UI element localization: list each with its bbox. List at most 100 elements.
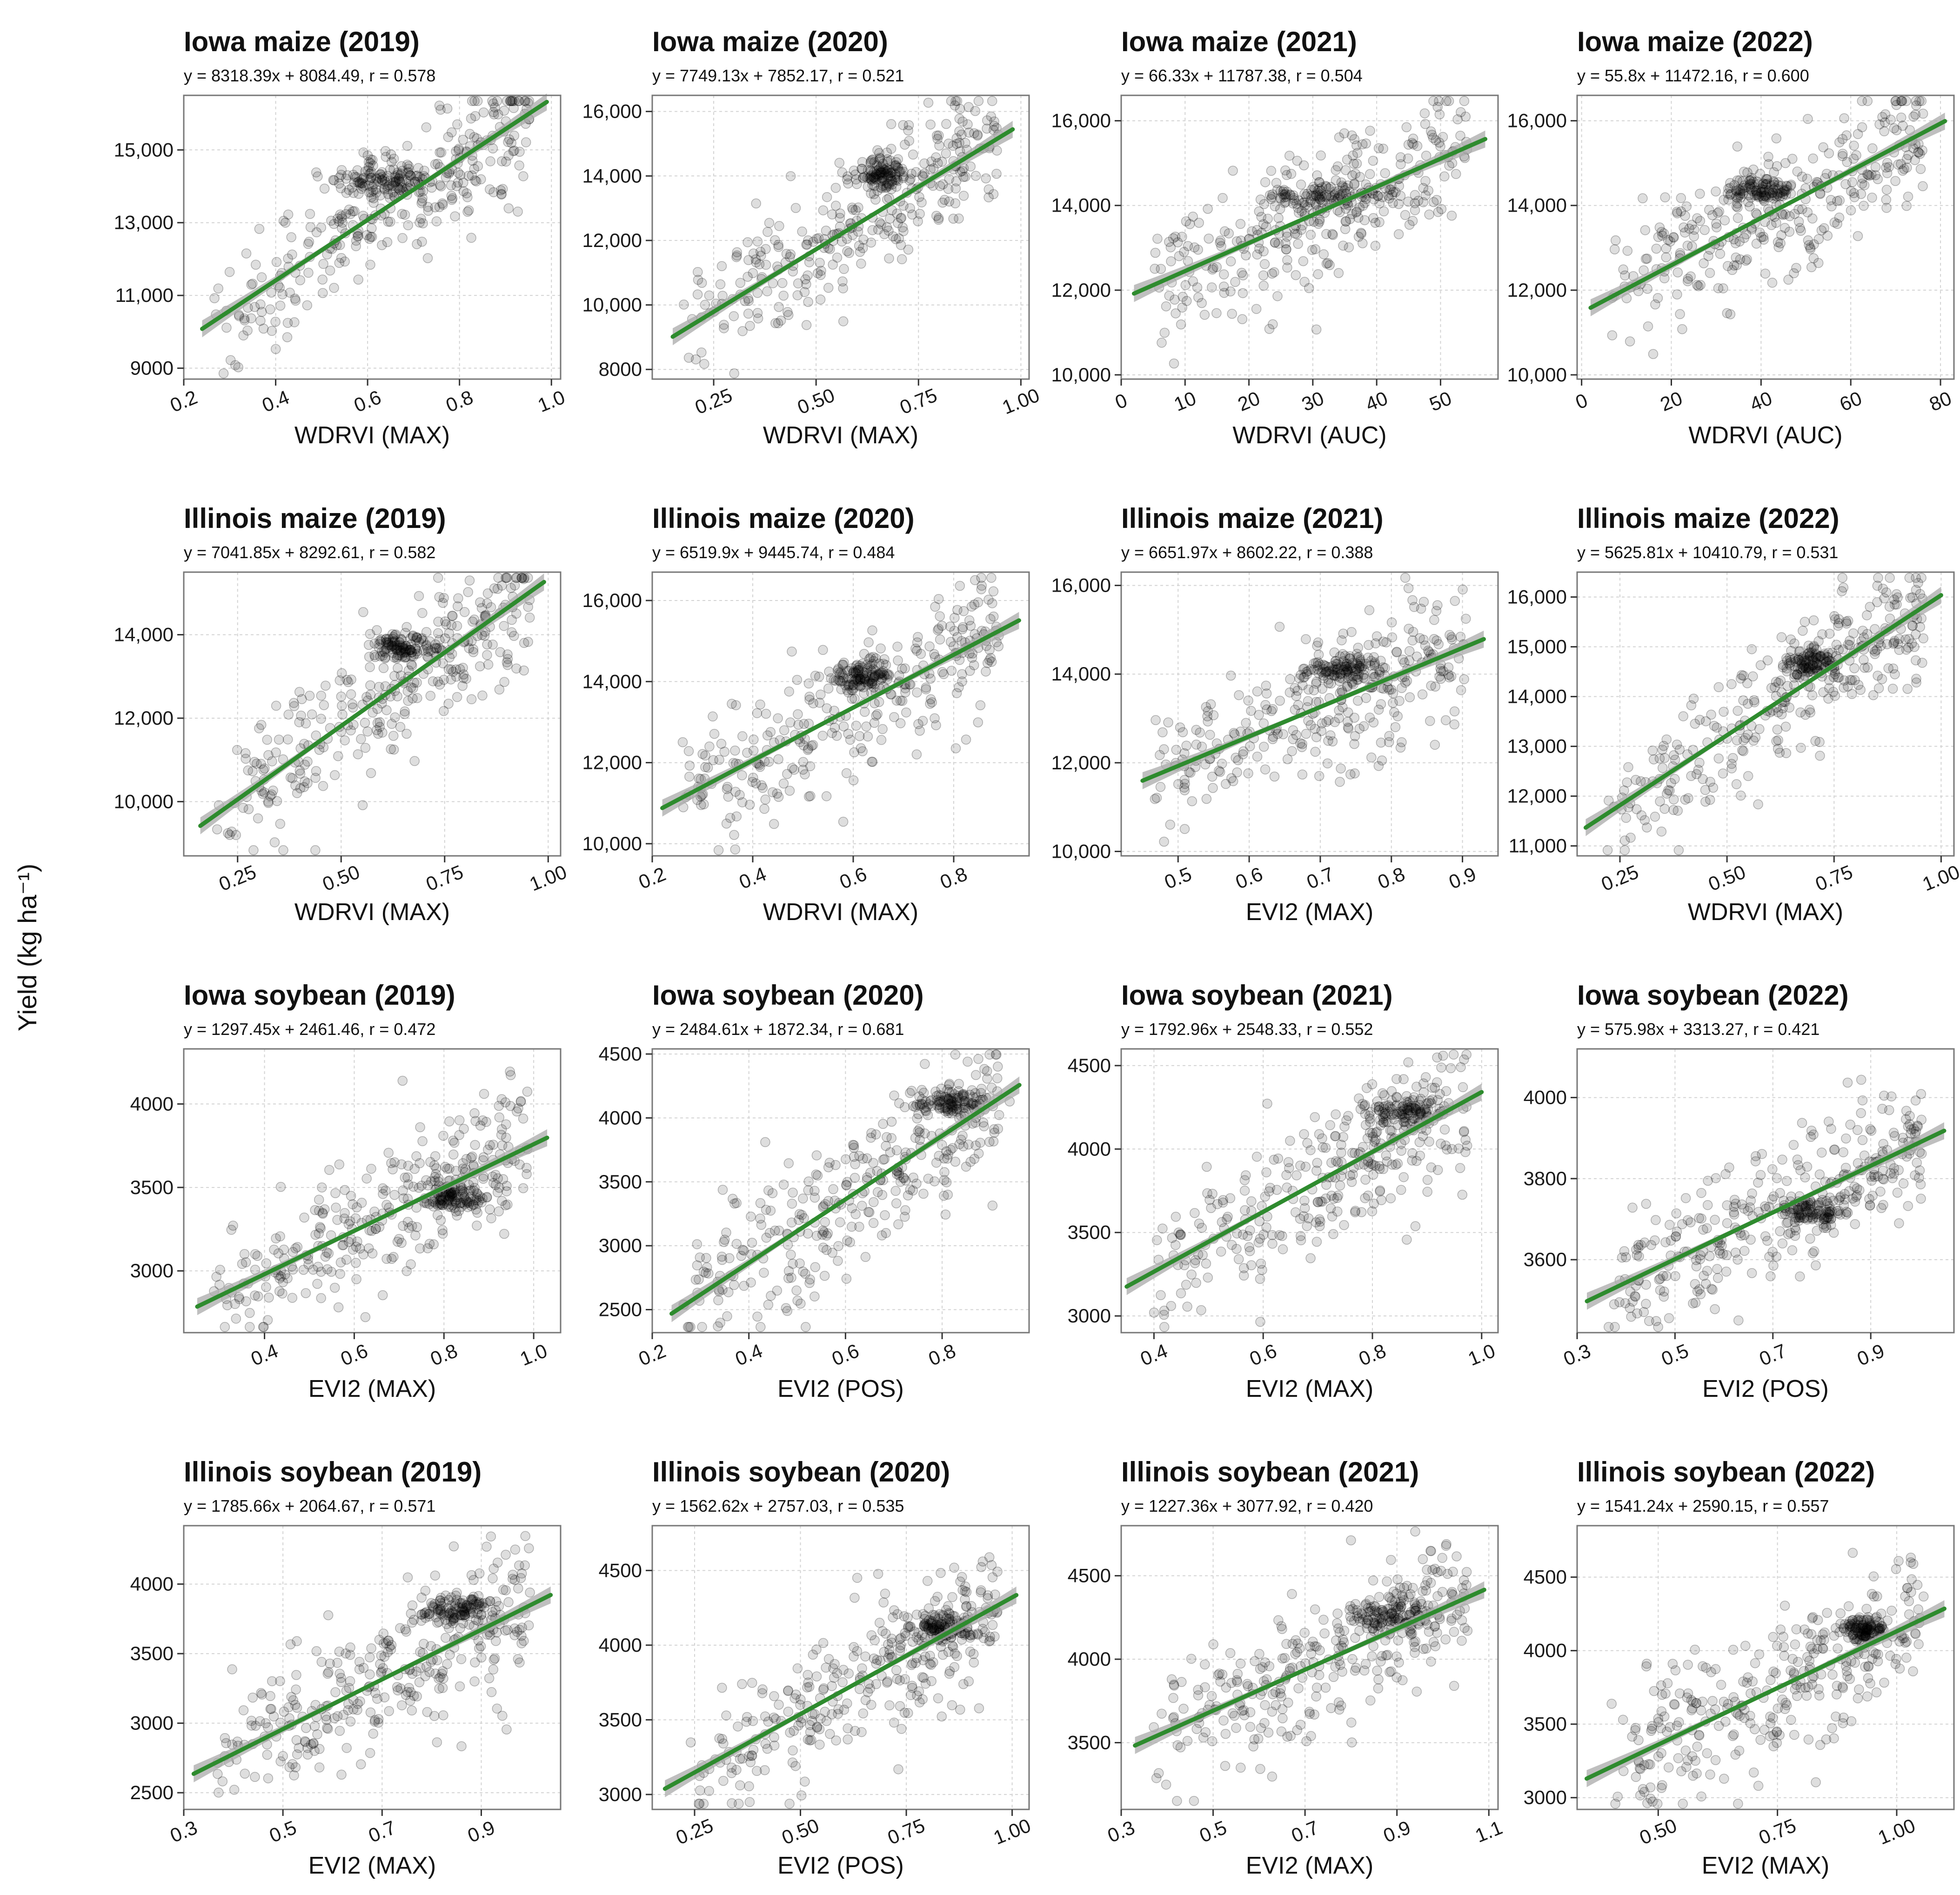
data-point xyxy=(1713,753,1724,764)
x-tick-label: 0.75 xyxy=(896,384,940,418)
data-point xyxy=(452,621,462,631)
data-point xyxy=(497,184,508,194)
data-point xyxy=(458,134,468,145)
data-point xyxy=(1398,1172,1409,1182)
data-point xyxy=(387,719,397,729)
data-point xyxy=(1849,140,1859,151)
data-point xyxy=(485,156,495,167)
data-point xyxy=(1176,1288,1186,1299)
data-point xyxy=(1284,150,1295,161)
data-point xyxy=(377,174,388,185)
data-point xyxy=(1170,232,1181,242)
data-point xyxy=(397,176,408,187)
y-tick-label: 15,000 xyxy=(1507,636,1567,658)
data-point xyxy=(1365,126,1375,136)
data-point xyxy=(294,717,304,727)
data-point xyxy=(1901,200,1912,211)
data-point xyxy=(1312,1158,1322,1168)
data-point xyxy=(1418,597,1429,607)
data-point xyxy=(1461,614,1471,624)
data-point xyxy=(725,813,736,823)
data-point xyxy=(397,642,408,653)
data-point xyxy=(406,171,416,181)
data-point xyxy=(502,1186,512,1196)
data-point xyxy=(923,1174,934,1184)
data-point xyxy=(1303,715,1313,726)
data-point xyxy=(1824,148,1834,159)
data-point xyxy=(893,154,903,165)
data-point xyxy=(1166,256,1176,267)
data-point xyxy=(1278,1244,1288,1254)
y-tick-label: 14,000 xyxy=(582,670,642,692)
data-point xyxy=(1458,1082,1468,1093)
data-point xyxy=(256,307,267,317)
data-point xyxy=(1196,1305,1206,1315)
data-point xyxy=(1460,112,1471,122)
data-point xyxy=(898,167,909,177)
data-point xyxy=(1802,207,1813,218)
data-point xyxy=(389,1190,400,1200)
data-point xyxy=(784,686,794,697)
data-point xyxy=(367,1226,377,1236)
data-point xyxy=(357,800,368,810)
data-point xyxy=(486,1213,496,1223)
data-point xyxy=(739,1245,749,1256)
data-point xyxy=(1725,190,1735,200)
data-point xyxy=(488,143,498,153)
data-point xyxy=(1407,635,1418,646)
data-point xyxy=(414,591,424,601)
data-point xyxy=(857,1201,867,1211)
data-point xyxy=(1807,690,1818,701)
data-point xyxy=(1380,168,1390,179)
data-point xyxy=(238,803,248,813)
data-point xyxy=(984,645,995,655)
data-point xyxy=(1642,284,1652,294)
data-point xyxy=(459,607,470,617)
data-point xyxy=(1203,204,1213,214)
data-point xyxy=(1723,261,1733,271)
data-point xyxy=(344,204,355,215)
data-point xyxy=(408,630,418,641)
data-point xyxy=(394,173,404,184)
data-point xyxy=(981,666,991,677)
y-tick-label: 16,000 xyxy=(1507,586,1567,608)
data-point xyxy=(274,282,285,293)
data-point xyxy=(356,734,366,744)
data-point xyxy=(221,322,232,333)
data-point xyxy=(362,165,373,176)
data-point xyxy=(1851,150,1861,160)
data-point xyxy=(1438,1050,1448,1061)
data-point xyxy=(375,169,386,180)
data-point xyxy=(366,1163,376,1174)
data-point xyxy=(986,573,997,583)
data-point xyxy=(431,216,442,227)
data-point xyxy=(473,161,483,171)
data-point xyxy=(1669,233,1679,243)
data-point xyxy=(692,1260,702,1271)
data-point xyxy=(380,681,391,692)
x-axis-label: EVI2 (MAX) xyxy=(1246,899,1374,926)
data-point xyxy=(1655,796,1665,807)
data-point xyxy=(1159,836,1169,847)
data-point xyxy=(395,170,405,181)
data-point xyxy=(231,1314,241,1324)
data-point xyxy=(1410,205,1420,215)
data-point xyxy=(462,188,472,199)
regression-equation: y = 8318.39x + 8084.49, r = 0.578 xyxy=(184,66,435,85)
data-point xyxy=(1216,1247,1226,1257)
data-point xyxy=(739,1281,749,1291)
data-point xyxy=(317,1182,327,1193)
data-point xyxy=(759,804,769,814)
data-point xyxy=(1625,336,1635,347)
data-point xyxy=(256,759,266,769)
data-point xyxy=(772,788,783,799)
data-point xyxy=(912,687,922,698)
data-point xyxy=(1403,1057,1413,1068)
data-point xyxy=(464,1198,475,1208)
data-point xyxy=(945,621,956,632)
data-point xyxy=(340,256,350,267)
data-point xyxy=(1745,179,1755,189)
data-point xyxy=(1331,175,1341,186)
data-point xyxy=(352,231,363,242)
data-point xyxy=(1390,722,1401,732)
